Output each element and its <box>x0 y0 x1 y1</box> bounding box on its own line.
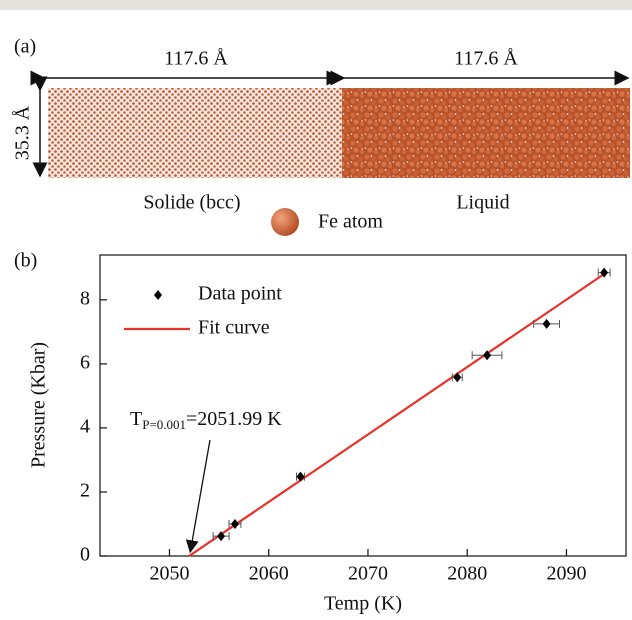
data-point <box>217 531 226 542</box>
atom-icon <box>271 208 299 236</box>
width-label: 117.6 Å <box>164 48 228 70</box>
data-point <box>230 518 239 529</box>
y-tick-label: 0 <box>80 544 90 566</box>
liquid-atoms <box>342 88 630 178</box>
annotation-arrow <box>185 439 211 554</box>
annotation-suffix: =2051.99 K <box>186 408 282 430</box>
region-label: Liquid <box>456 192 509 214</box>
x-tick-label: 2080 <box>447 563 487 585</box>
y-tick-label: 8 <box>80 287 90 309</box>
fit-line <box>188 271 607 557</box>
y-tick-label: 2 <box>80 480 90 502</box>
panel-label: (b) <box>14 250 37 272</box>
panel-label: (a) <box>14 36 36 58</box>
data-point <box>453 372 462 383</box>
x-tick-label: 2090 <box>546 563 586 585</box>
legend-label: Fit curve <box>198 317 270 339</box>
x-tick-label: 2060 <box>249 563 289 585</box>
data-point <box>600 267 609 278</box>
data-point <box>542 318 551 329</box>
y-tick-label: 6 <box>80 351 90 373</box>
height-label: 35.3 Å <box>12 105 34 160</box>
data-point <box>483 350 492 361</box>
width-label: 117.6 Å <box>454 48 518 70</box>
plot-frame <box>99 254 627 557</box>
annotation: TP=0.001=2051.99 K <box>130 408 282 432</box>
y-axis-label: Pressure (Kbar) <box>28 342 50 468</box>
annotation-subscript: P=0.001 <box>142 417 186 432</box>
solid-atoms <box>48 88 342 178</box>
x-tick-label: 2050 <box>149 563 189 585</box>
x-axis-label: Temp (K) <box>324 593 402 615</box>
top-band <box>0 0 632 10</box>
legend-label: Data point <box>198 283 282 305</box>
atom-legend: Fe atom <box>318 211 383 233</box>
x-tick-label: 2070 <box>348 563 388 585</box>
y-tick-label: 4 <box>80 416 90 438</box>
data-point <box>296 471 305 482</box>
legend-marker <box>154 290 162 300</box>
annotation-main: T <box>130 408 142 430</box>
region-label: Solide (bcc) <box>143 192 240 214</box>
